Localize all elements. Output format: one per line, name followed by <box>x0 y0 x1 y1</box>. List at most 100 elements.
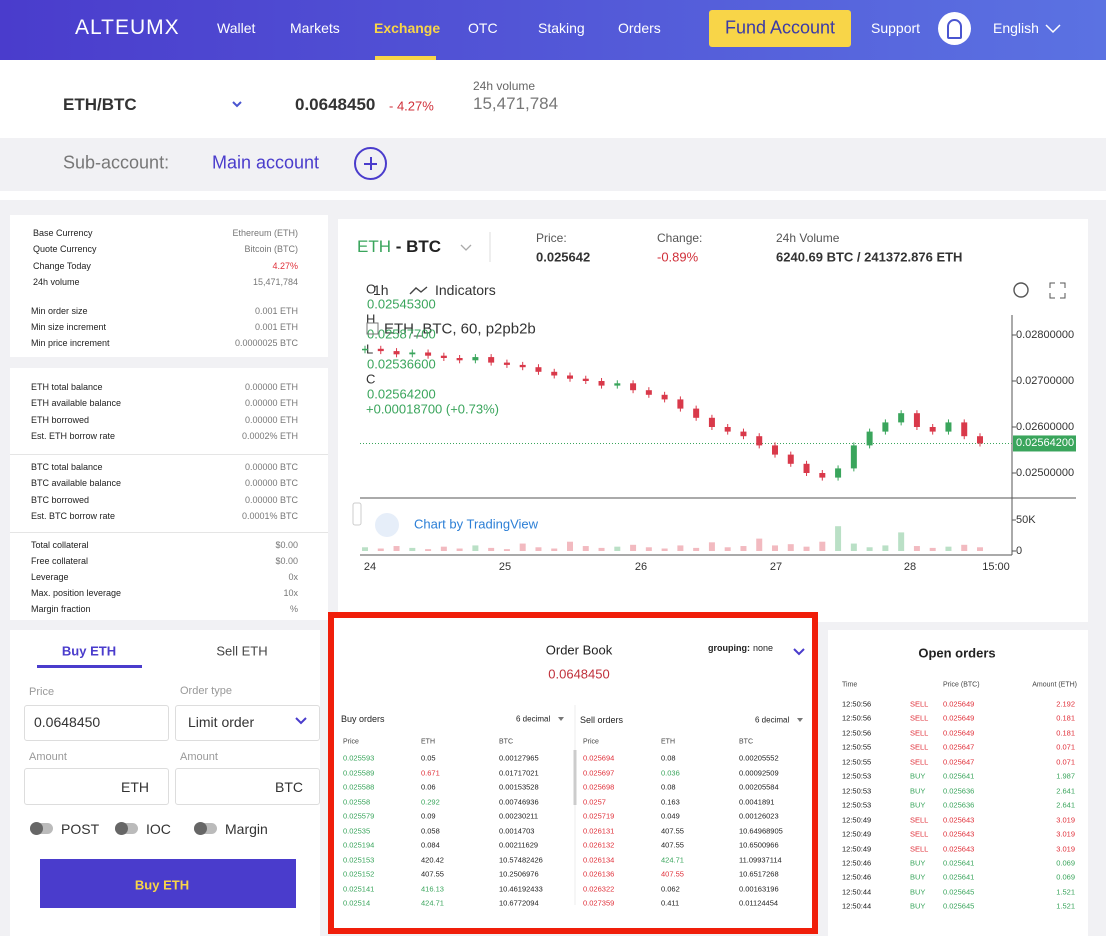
chevron[interactable] <box>295 717 307 725</box>
orders-header: Price (BTC) <box>943 681 980 689</box>
order-price: 0.025649 <box>943 699 975 709</box>
x-tick-label: 25 <box>498 561 512 573</box>
volume-bar <box>409 547 416 551</box>
chevron[interactable] <box>460 244 472 251</box>
amount-input[interactable] <box>24 768 169 805</box>
interval[interactable]: 1h <box>373 282 389 298</box>
book-price: 0.027359 <box>583 898 615 908</box>
volume-bar <box>472 545 479 551</box>
fullscreen-icon[interactable] <box>1049 282 1066 299</box>
order-type-select[interactable] <box>175 705 320 741</box>
row-divider <box>10 532 328 533</box>
price-input[interactable] <box>24 705 169 741</box>
indicators[interactable]: Indicators <box>435 282 496 298</box>
order-side: BUY <box>910 786 926 796</box>
settings-icon[interactable] <box>1013 282 1029 298</box>
x-tick-label: 15:00 <box>982 561 1010 573</box>
order-amount: 1.521 <box>1056 887 1075 897</box>
nav-item[interactable]: Staking <box>538 20 585 36</box>
book-price: 0.0257 <box>583 797 606 806</box>
book-eth: 0.163 <box>661 797 680 806</box>
price-label: Price <box>29 686 55 698</box>
chart-pair: ETH - BTC <box>357 237 441 257</box>
book-price: 0.026136 <box>583 869 615 879</box>
fund-button[interactable] <box>709 10 851 47</box>
book-btc: 0.0041891 <box>739 797 775 806</box>
info-value: $0.00 <box>275 556 298 566</box>
sell-decimal[interactable]: 6 decimal <box>755 715 790 725</box>
subaccount[interactable]: Main account <box>212 152 320 173</box>
volume-bar <box>661 548 668 551</box>
ohlc-legend: O 0.02545300 H 0.02587700 L 0.02536600 C 0.0256… <box>366 282 499 417</box>
toggle-label: IOC <box>146 821 171 837</box>
order-amount: 0.071 <box>1056 757 1075 767</box>
buy-tab[interactable]: Buy ETH <box>61 643 117 659</box>
candle <box>787 454 794 464</box>
order-side: SELL <box>910 829 929 839</box>
nav-item[interactable]: Wallet <box>217 20 256 36</box>
book-price: 0.025697 <box>583 768 615 777</box>
volume-bar <box>425 549 432 551</box>
chevron[interactable] <box>232 101 242 108</box>
order-price: 0.025649 <box>943 728 975 738</box>
grouping[interactable]: none <box>753 643 774 653</box>
book-eth: 0.058 <box>421 826 440 835</box>
caret[interactable] <box>797 718 803 722</box>
candle <box>740 431 747 437</box>
volume-bar <box>535 547 542 551</box>
toggle[interactable] <box>30 822 53 835</box>
info-value: 0x <box>288 572 298 582</box>
avatar[interactable] <box>938 12 971 45</box>
toggle-label: Margin <box>225 821 268 837</box>
nav-item[interactable]: Orders <box>618 20 661 36</box>
volume-bar <box>898 532 905 551</box>
fund-label[interactable]: Fund Account <box>724 17 836 38</box>
toggle[interactable] <box>115 822 138 835</box>
caret[interactable] <box>558 717 564 721</box>
logo[interactable]: ALTEUMX <box>75 16 180 39</box>
candle <box>393 351 400 355</box>
book-header: BTC <box>499 738 513 746</box>
info-label: Min size increment <box>31 322 107 332</box>
nav-item[interactable]: Markets <box>290 20 340 36</box>
volume-bar <box>377 548 384 551</box>
book-price: 0.025719 <box>583 811 615 821</box>
order-amount: 0.181 <box>1056 728 1075 738</box>
volume-bar <box>756 538 763 551</box>
scroll-handle[interactable] <box>352 502 362 526</box>
info-label: Est. BTC borrow rate <box>31 510 116 521</box>
ohlc-value: 0.02587700 <box>367 326 436 342</box>
nav-item[interactable]: Exchange <box>374 20 441 36</box>
pair[interactable]: ETH/BTC <box>63 95 137 114</box>
toggle-label: POST <box>61 821 100 837</box>
order-book-panel <box>328 612 818 934</box>
info-label: Min price increment <box>31 338 110 348</box>
chevron[interactable] <box>793 648 805 656</box>
buy-decimal[interactable]: 6 decimal <box>516 714 551 724</box>
order-book-title: Order Book <box>545 642 613 658</box>
add-subaccount[interactable] <box>354 147 387 180</box>
book-btc: 0.00127965 <box>499 753 539 763</box>
book-eth: 0.09 <box>421 811 436 821</box>
nav-item[interactable]: OTC <box>468 20 498 36</box>
sell-tab[interactable]: Sell ETH <box>216 643 268 659</box>
order-price: 0.025641 <box>943 872 975 882</box>
chart-credit[interactable]: Chart by TradingView <box>414 516 539 532</box>
book-eth: 0.411 <box>661 898 680 908</box>
order-amount: 2.641 <box>1056 786 1075 796</box>
orders-header: Time <box>842 681 858 689</box>
language[interactable]: English <box>993 20 1039 36</box>
order-amount: 1.521 <box>1056 901 1075 911</box>
book-header: ETH <box>661 738 675 746</box>
collapse-icon[interactable] <box>366 322 379 335</box>
info-value: Bitcoin (BTC) <box>244 244 298 255</box>
book-btc: 0.0014703 <box>499 826 535 835</box>
submit-label[interactable]: Buy ETH <box>134 877 190 893</box>
support-link[interactable]: Support <box>871 20 921 36</box>
amount2-input[interactable] <box>175 768 320 805</box>
submit-button[interactable] <box>40 859 296 908</box>
info-label: Quote Currency <box>33 244 97 255</box>
order-amount: 1.987 <box>1056 771 1075 781</box>
toggle[interactable] <box>194 822 217 835</box>
order-price: 0.025647 <box>943 742 975 752</box>
